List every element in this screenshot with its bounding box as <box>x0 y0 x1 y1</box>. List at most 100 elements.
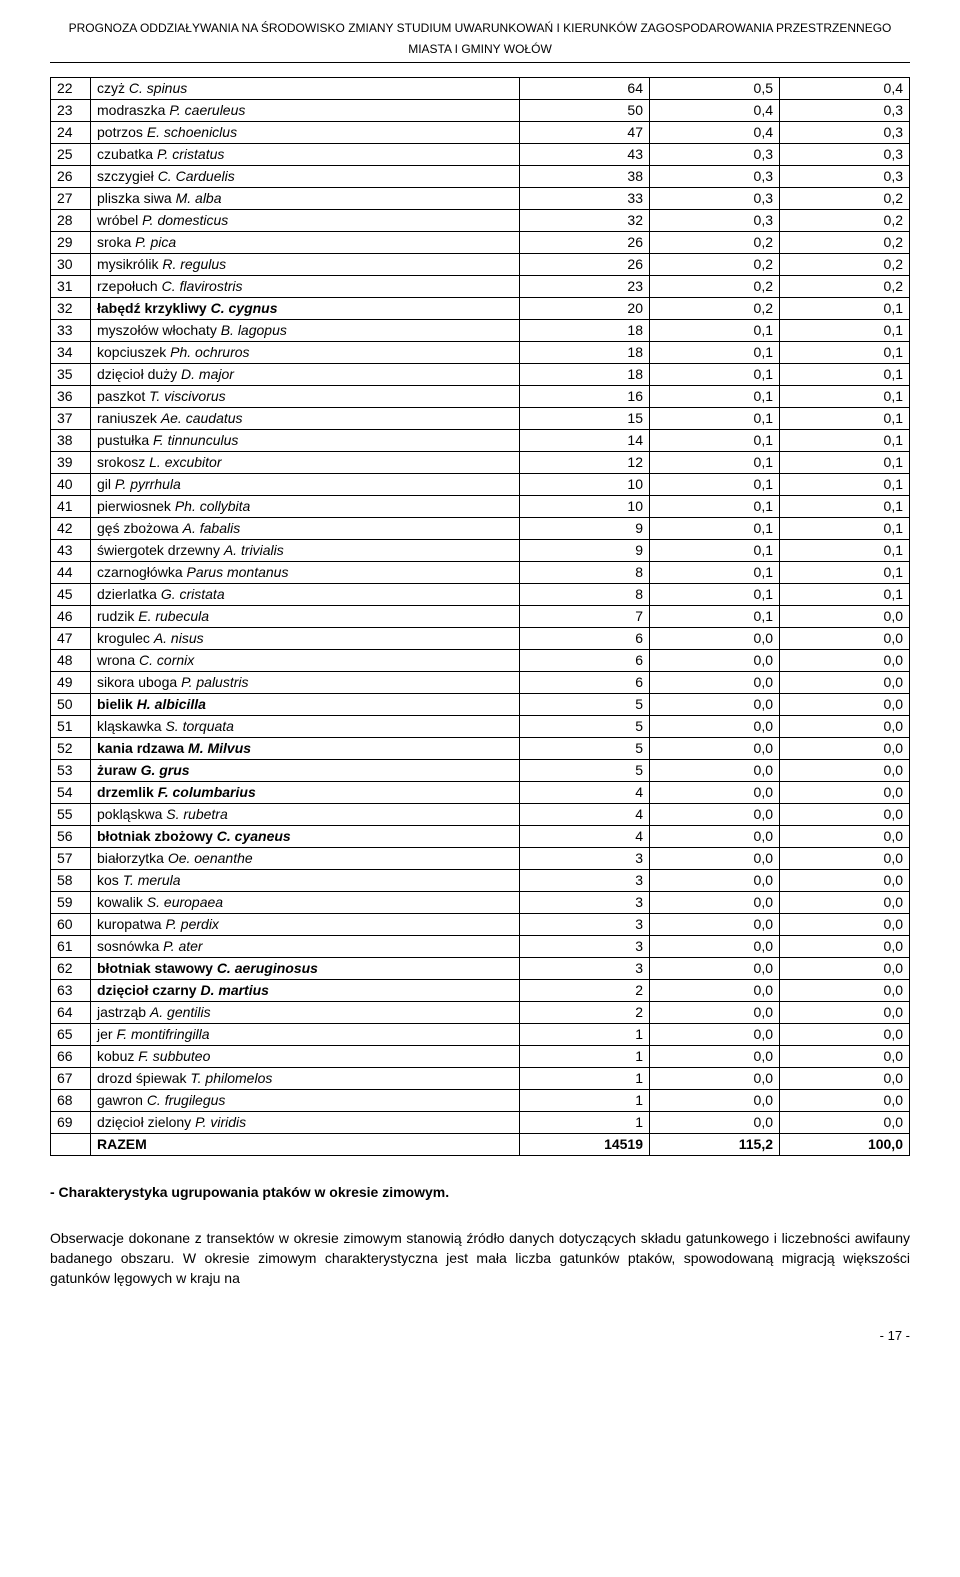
value-cell: 0,2 <box>650 297 780 319</box>
species-name: wróbel P. domesticus <box>91 209 520 231</box>
species-name: pliszka siwa M. alba <box>91 187 520 209</box>
value-cell: 0,0 <box>780 605 910 627</box>
value-cell: 0,1 <box>650 451 780 473</box>
value-cell: 0,2 <box>780 187 910 209</box>
row-index: 43 <box>51 539 91 561</box>
latin-name: P. domesticus <box>142 212 228 228</box>
value-cell: 4 <box>520 825 650 847</box>
value-cell: 0,1 <box>650 517 780 539</box>
latin-name: D. major <box>181 366 234 382</box>
common-name: dzięcioł zielony <box>97 1114 195 1130</box>
row-index: 50 <box>51 693 91 715</box>
row-index: 54 <box>51 781 91 803</box>
common-name: mysikrólik <box>97 256 162 272</box>
row-index: 45 <box>51 583 91 605</box>
value-cell: 0,1 <box>650 539 780 561</box>
latin-name: R. regulus <box>162 256 226 272</box>
total-idx <box>51 1133 91 1155</box>
value-cell: 0,0 <box>650 913 780 935</box>
table-row: 53żuraw G. grus50,00,0 <box>51 759 910 781</box>
table-row: 51kląskawka S. torquata50,00,0 <box>51 715 910 737</box>
value-cell: 0,1 <box>650 407 780 429</box>
latin-name: P. caeruleus <box>169 102 245 118</box>
latin-name: F. subbuteo <box>138 1048 210 1064</box>
value-cell: 0,2 <box>650 231 780 253</box>
common-name: kuropatwa <box>97 916 165 932</box>
value-cell: 9 <box>520 517 650 539</box>
latin-name: S. torquata <box>165 718 234 734</box>
table-row: 59kowalik S. europaea30,00,0 <box>51 891 910 913</box>
row-index: 64 <box>51 1001 91 1023</box>
common-name: kopciuszek <box>97 344 170 360</box>
value-cell: 3 <box>520 847 650 869</box>
table-row: 28wróbel P. domesticus320,30,2 <box>51 209 910 231</box>
species-name: kuropatwa P. perdix <box>91 913 520 935</box>
latin-name: S. rubetra <box>166 806 227 822</box>
value-cell: 0,1 <box>780 385 910 407</box>
row-index: 42 <box>51 517 91 539</box>
value-cell: 0,3 <box>650 165 780 187</box>
value-cell: 3 <box>520 957 650 979</box>
value-cell: 5 <box>520 693 650 715</box>
latin-name: C. cyaneus <box>217 828 291 844</box>
value-cell: 0,0 <box>780 1045 910 1067</box>
row-index: 28 <box>51 209 91 231</box>
row-index: 35 <box>51 363 91 385</box>
value-cell: 0,0 <box>780 1023 910 1045</box>
value-cell: 0,1 <box>650 319 780 341</box>
value-cell: 0,3 <box>780 143 910 165</box>
row-index: 66 <box>51 1045 91 1067</box>
species-name: świergotek drzewny A. trivialis <box>91 539 520 561</box>
latin-name: B. lagopus <box>221 322 287 338</box>
row-index: 39 <box>51 451 91 473</box>
value-cell: 0,0 <box>780 913 910 935</box>
value-cell: 0,0 <box>780 693 910 715</box>
table-row: 52kania rdzawa M. Milvus50,00,0 <box>51 737 910 759</box>
latin-name: P. pica <box>135 234 176 250</box>
species-name: jastrząb A. gentilis <box>91 1001 520 1023</box>
species-name: sroka P. pica <box>91 231 520 253</box>
value-cell: 0,1 <box>650 473 780 495</box>
value-cell: 0,2 <box>650 253 780 275</box>
value-cell: 0,0 <box>650 979 780 1001</box>
row-index: 30 <box>51 253 91 275</box>
table-row: 57białorzytka Oe. oenanthe30,00,0 <box>51 847 910 869</box>
table-row: 47krogulec A. nisus60,00,0 <box>51 627 910 649</box>
common-name: kowalik <box>97 894 147 910</box>
value-cell: 0,0 <box>650 825 780 847</box>
latin-name: Ae. caudatus <box>161 410 243 426</box>
value-cell: 1 <box>520 1045 650 1067</box>
table-row: 33myszołów włochaty B. lagopus180,10,1 <box>51 319 910 341</box>
species-name: czubatka P. cristatus <box>91 143 520 165</box>
total-label: RAZEM <box>91 1133 520 1155</box>
row-index: 27 <box>51 187 91 209</box>
species-name: drozd śpiewak T. philomelos <box>91 1067 520 1089</box>
species-name: żuraw G. grus <box>91 759 520 781</box>
row-index: 33 <box>51 319 91 341</box>
row-index: 36 <box>51 385 91 407</box>
value-cell: 0,1 <box>650 495 780 517</box>
total-value: 14519 <box>520 1133 650 1155</box>
species-name: sosnówka P. ater <box>91 935 520 957</box>
value-cell: 0,0 <box>780 891 910 913</box>
common-name: szczygieł <box>97 168 158 184</box>
species-name: pustułka F. tinnunculus <box>91 429 520 451</box>
value-cell: 50 <box>520 99 650 121</box>
common-name: rzepołuch <box>97 278 162 294</box>
common-name: dzięcioł duży <box>97 366 181 382</box>
species-name: potrzos E. schoeniclus <box>91 121 520 143</box>
row-index: 69 <box>51 1111 91 1133</box>
species-name: gęś zbożowa A. fabalis <box>91 517 520 539</box>
latin-name: G. grus <box>141 762 190 778</box>
value-cell: 0,0 <box>650 891 780 913</box>
table-row: 31rzepołuch C. flavirostris230,20,2 <box>51 275 910 297</box>
row-index: 44 <box>51 561 91 583</box>
value-cell: 0,0 <box>650 803 780 825</box>
value-cell: 0,3 <box>780 165 910 187</box>
total-row: RAZEM14519115,2100,0 <box>51 1133 910 1155</box>
value-cell: 2 <box>520 1001 650 1023</box>
species-name: wrona C. cornix <box>91 649 520 671</box>
value-cell: 0,0 <box>650 1067 780 1089</box>
value-cell: 18 <box>520 319 650 341</box>
value-cell: 33 <box>520 187 650 209</box>
